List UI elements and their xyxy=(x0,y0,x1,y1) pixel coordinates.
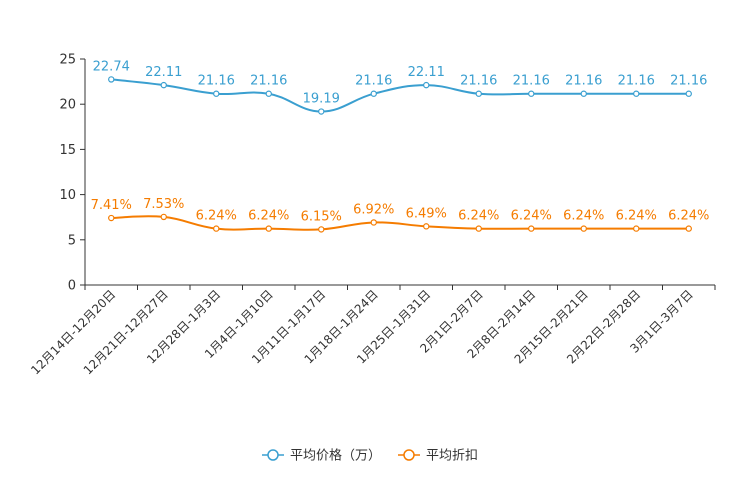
legend-item-1: 平均价格（万） xyxy=(262,448,381,464)
data-label: 7.41% xyxy=(91,198,132,213)
data-label: 21.16 xyxy=(618,74,655,89)
y-tick-label: 20 xyxy=(59,98,76,113)
legend-marker xyxy=(267,449,279,461)
data-label: 21.16 xyxy=(460,74,497,89)
data-point xyxy=(318,108,325,115)
data-point xyxy=(633,90,640,97)
data-label: 6.15% xyxy=(301,209,342,224)
data-point xyxy=(318,226,325,233)
y-tick-label: 10 xyxy=(59,188,76,203)
data-label: 6.24% xyxy=(511,209,552,224)
data-point xyxy=(213,90,220,97)
data-point xyxy=(423,223,430,230)
data-label: 6.24% xyxy=(616,209,657,224)
y-tick-label: 5 xyxy=(68,233,76,248)
y-tick-label: 25 xyxy=(59,53,76,68)
series-2: 7.41% 7.53% 6.24% 6.24% 6.15% 6.92% 6.49% 6.24%… xyxy=(91,197,709,233)
data-point xyxy=(160,213,167,221)
data-point xyxy=(528,225,535,232)
data-point xyxy=(475,90,482,97)
data-label: 6.24% xyxy=(668,209,709,224)
data-point xyxy=(685,90,692,97)
legend-item-2: 平均折扣 xyxy=(398,449,478,464)
data-point xyxy=(265,90,272,97)
data-label: 21.16 xyxy=(513,74,550,89)
series-1: 22.74 22.11 21.16 21.16 19.19 21.16 22.11 21.16… xyxy=(93,59,707,115)
series-layer: 22.74 22.11 21.16 21.16 19.19 21.16 22.11 21.16… xyxy=(91,59,709,233)
legend-label: 平均折扣 xyxy=(426,449,478,464)
data-label: 21.16 xyxy=(250,74,287,89)
legend-label: 平均价格（万） xyxy=(290,448,381,464)
series-line xyxy=(111,215,689,231)
data-point xyxy=(423,81,430,89)
data-point xyxy=(475,225,482,232)
data-label: 7.53% xyxy=(143,197,184,212)
y-tick-label: 15 xyxy=(59,143,76,158)
data-label: 22.11 xyxy=(408,65,445,80)
data-point xyxy=(160,81,167,89)
data-point xyxy=(580,225,587,232)
y-tick-label: 0 xyxy=(68,279,76,294)
data-point xyxy=(370,219,377,226)
data-point xyxy=(528,90,535,97)
data-label: 19.19 xyxy=(303,92,340,107)
data-label: 6.24% xyxy=(248,209,289,224)
data-point xyxy=(580,90,587,97)
data-label: 6.24% xyxy=(196,209,237,224)
data-label: 6.92% xyxy=(353,202,394,217)
data-label: 21.16 xyxy=(355,74,392,89)
data-point xyxy=(108,76,115,83)
legend-marker xyxy=(403,449,415,461)
data-point xyxy=(633,225,640,232)
data-point xyxy=(108,214,115,222)
legend: 平均价格（万） 平均折扣 xyxy=(262,448,478,464)
data-label: 6.49% xyxy=(406,206,447,221)
data-label: 6.24% xyxy=(458,209,499,224)
data-point xyxy=(265,225,272,232)
series-line xyxy=(111,78,689,113)
data-point xyxy=(370,90,377,97)
data-label: 21.16 xyxy=(198,74,235,89)
data-label: 21.16 xyxy=(670,74,707,89)
data-label: 21.16 xyxy=(565,74,602,89)
data-point xyxy=(213,225,220,232)
data-label: 22.74 xyxy=(93,59,130,74)
data-point xyxy=(685,225,692,232)
data-label: 6.24% xyxy=(563,209,604,224)
data-label: 22.11 xyxy=(145,65,182,80)
x-tick-label: 12月14日-12月20日 xyxy=(28,287,118,377)
